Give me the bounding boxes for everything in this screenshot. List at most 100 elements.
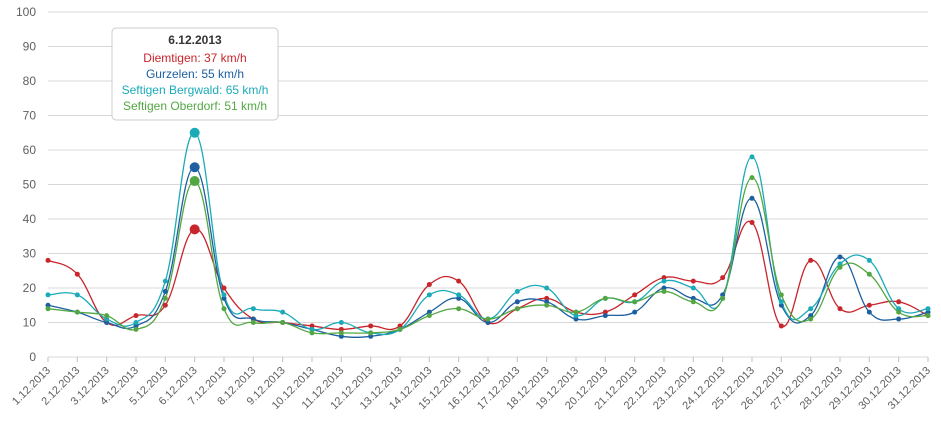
data-point-diemtigen: [309, 323, 315, 329]
data-point-gurzelen: [250, 316, 256, 322]
data-point-seftigen-oberdorf: [720, 295, 726, 301]
data-point-gurzelen: [426, 309, 432, 315]
data-point-seftigen-bergwald: [456, 292, 462, 298]
data-point-seftigen-bergwald: [45, 292, 51, 298]
y-tick-label: 0: [29, 350, 36, 364]
data-point-seftigen-bergwald: [573, 313, 579, 319]
y-tick-label: 30: [23, 247, 37, 261]
data-point-seftigen-oberdorf: [250, 320, 256, 325]
data-point-gurzelen: [162, 288, 168, 294]
y-axis-ticks: 0 10 20 30 40 50 60 70 80 90 100: [16, 5, 36, 364]
tooltip-line-diemtigen: Diemtigen: 37 km/h: [143, 51, 246, 65]
y-tick-label: 20: [23, 281, 37, 295]
data-point-seftigen-oberdorf: [896, 309, 902, 315]
data-point-seftigen-oberdorf: [104, 313, 110, 319]
data-point-diemtigen: [778, 323, 784, 329]
data-point-gurzelen: [778, 302, 784, 308]
data-point-gurzelen: [925, 309, 931, 315]
data-point-gurzelen: [866, 309, 872, 315]
data-point-diemtigen: [74, 271, 80, 277]
data-point-seftigen-oberdorf: [162, 295, 168, 301]
data-point-diemtigen: [632, 292, 638, 298]
data-point-diemtigen: [456, 278, 462, 284]
y-tick-label: 10: [23, 316, 37, 330]
tooltip-line-seftigen-oberdorf: Seftigen Oberdorf: 51 km/h: [123, 99, 267, 113]
data-point-gurzelen[interactable]: [189, 162, 200, 173]
data-point-diemtigen: [426, 282, 432, 288]
data-point-diemtigen: [808, 257, 814, 263]
data-point-seftigen-bergwald: [778, 299, 784, 305]
data-point-seftigen-bergwald: [280, 309, 286, 315]
data-point-gurzelen: [602, 313, 608, 319]
data-point-diemtigen: [338, 326, 344, 332]
data-point-seftigen-bergwald: [544, 285, 550, 291]
data-point-seftigen-bergwald: [309, 326, 315, 332]
data-point-gurzelen: [720, 292, 726, 298]
data-point-diemtigen: [162, 302, 168, 308]
data-point-seftigen-oberdorf[interactable]: [189, 176, 200, 187]
data-point-seftigen-oberdorf: [866, 271, 872, 277]
data-point-gurzelen: [837, 254, 843, 260]
data-point-gurzelen: [45, 302, 51, 308]
data-point-seftigen-bergwald: [514, 288, 520, 294]
tooltip-title: 6.12.2013: [168, 33, 222, 47]
series-markers: [45, 127, 931, 339]
data-point-gurzelen: [632, 309, 638, 315]
data-point-seftigen-bergwald: [925, 306, 931, 312]
data-point-seftigen-bergwald: [808, 306, 814, 312]
data-point-gurzelen: [514, 299, 520, 305]
data-point-seftigen-bergwald: [749, 154, 755, 160]
data-point-diemtigen: [837, 306, 843, 312]
data-point-gurzelen: [896, 316, 902, 322]
data-point-seftigen-oberdorf: [778, 292, 784, 298]
data-point-seftigen-oberdorf: [573, 309, 579, 315]
y-tick-label: 70: [23, 109, 37, 123]
data-point-gurzelen: [749, 195, 755, 201]
data-point-seftigen-oberdorf: [514, 306, 520, 312]
data-point-seftigen-oberdorf: [661, 288, 667, 294]
data-point-seftigen-oberdorf: [426, 313, 432, 319]
series-line-seftigen-oberdorf: [47, 176, 929, 335]
data-point-diemtigen: [544, 295, 550, 301]
data-point-seftigen-bergwald: [133, 320, 139, 325]
data-point-gurzelen: [485, 320, 491, 325]
data-point-seftigen-oberdorf: [925, 313, 931, 319]
data-point-diemtigen: [866, 302, 872, 308]
y-tick-label: 90: [23, 40, 37, 54]
data-point-seftigen-oberdorf: [45, 306, 51, 312]
data-point-diemtigen[interactable]: [189, 224, 200, 235]
data-point-seftigen-oberdorf: [74, 309, 80, 315]
data-point-seftigen-oberdorf: [309, 330, 315, 336]
y-tick-label: 50: [23, 178, 37, 192]
x-axis-ticks: 1.12.20132.12.20133.12.20134.12.20135.12…: [10, 357, 933, 412]
data-point-gurzelen: [573, 316, 579, 322]
data-point-diemtigen: [368, 323, 374, 329]
data-point-seftigen-oberdorf: [221, 306, 227, 312]
data-point-diemtigen: [602, 309, 608, 315]
data-point-seftigen-oberdorf: [690, 299, 696, 305]
data-point-seftigen-bergwald: [162, 278, 168, 284]
data-point-gurzelen: [808, 313, 814, 319]
y-tick-label: 60: [23, 143, 37, 157]
y-tick-label: 100: [16, 5, 36, 19]
data-point-gurzelen: [338, 333, 344, 339]
tooltip-line-seftigen-bergwald: Seftigen Bergwald: 65 km/h: [122, 83, 269, 97]
data-point-diemtigen: [133, 313, 139, 319]
data-point-diemtigen: [690, 278, 696, 284]
data-point-seftigen-bergwald: [221, 292, 227, 298]
data-point-seftigen-bergwald[interactable]: [189, 127, 200, 138]
series-line-seftigen-bergwald: [47, 132, 929, 336]
series-lines: [47, 132, 929, 338]
data-point-seftigen-oberdorf: [485, 316, 491, 322]
data-point-seftigen-bergwald: [74, 292, 80, 298]
data-point-diemtigen: [749, 219, 755, 225]
tooltip: 6.12.2013 Diemtigen: 37 km/h Gurzelen: 5…: [111, 27, 279, 121]
y-tick-label: 40: [23, 212, 37, 226]
data-point-seftigen-oberdorf: [602, 295, 608, 301]
data-point-diemtigen: [45, 257, 51, 263]
data-point-seftigen-bergwald: [866, 257, 872, 263]
data-point-gurzelen: [221, 295, 227, 301]
data-point-seftigen-oberdorf: [338, 330, 344, 336]
data-point-seftigen-bergwald: [250, 306, 256, 312]
